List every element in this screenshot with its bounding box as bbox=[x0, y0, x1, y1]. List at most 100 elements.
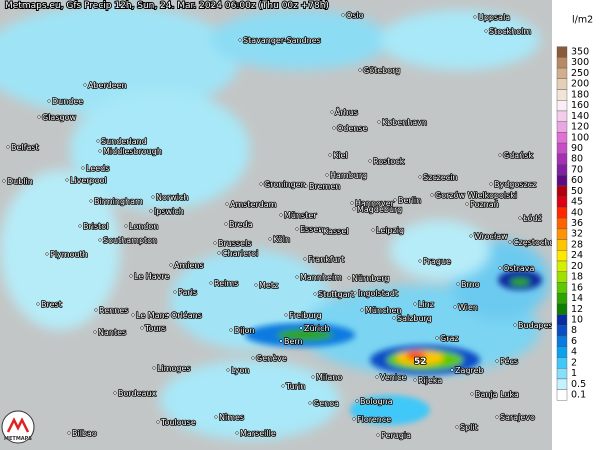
legend-swatch bbox=[556, 303, 568, 315]
city-dot bbox=[152, 366, 156, 370]
city-dot bbox=[453, 305, 457, 309]
city-dot bbox=[279, 339, 283, 343]
city-dot bbox=[98, 238, 102, 242]
city-label: Banja Luka bbox=[475, 390, 519, 399]
city-label: Rostock bbox=[373, 157, 405, 166]
city-dot bbox=[235, 431, 239, 435]
legend-swatch bbox=[556, 132, 568, 144]
city-dot bbox=[484, 29, 488, 33]
city-label: Köln bbox=[273, 235, 290, 244]
city-label: Le Mans bbox=[136, 311, 169, 320]
city-label: København bbox=[382, 118, 427, 127]
city-dot bbox=[6, 145, 10, 149]
city-dot bbox=[418, 259, 422, 263]
city-label: Bern bbox=[284, 337, 303, 346]
legend-swatch bbox=[556, 110, 568, 122]
city-label: Bologna bbox=[360, 397, 393, 406]
city-dot bbox=[279, 213, 283, 217]
city-dot bbox=[371, 228, 375, 232]
city-dot bbox=[330, 110, 334, 114]
legend-label: 70 bbox=[571, 164, 583, 175]
city-label: Florence bbox=[357, 415, 391, 424]
city-label: Gdańsk bbox=[503, 151, 533, 160]
city-label: Odense bbox=[337, 124, 368, 133]
city-label: Zürich bbox=[304, 324, 330, 333]
legend-label: 16 bbox=[571, 282, 583, 293]
city-label: Essen bbox=[300, 225, 323, 234]
city-dot bbox=[47, 99, 51, 103]
city-label: Gorzów Wielkopolski bbox=[435, 190, 517, 200]
logo: METMAPS bbox=[1, 410, 35, 444]
city-label: Marseille bbox=[240, 429, 276, 438]
legend-swatch bbox=[556, 67, 568, 79]
legend-swatch bbox=[556, 239, 568, 251]
legend-swatch bbox=[556, 250, 568, 262]
city-dot bbox=[217, 251, 221, 255]
legend-swatch bbox=[556, 378, 568, 390]
city-label: Poznań bbox=[470, 200, 499, 209]
city-dot bbox=[213, 241, 217, 245]
city-label: Stuttgart bbox=[318, 290, 354, 299]
city-dot bbox=[470, 392, 474, 396]
city-label: Toulouse bbox=[160, 418, 196, 427]
city-dot bbox=[430, 193, 434, 197]
city-dot bbox=[37, 115, 41, 119]
legend-swatch bbox=[556, 121, 568, 133]
logo-text: METMAPS bbox=[4, 436, 32, 442]
city-label: Milano bbox=[316, 373, 342, 382]
city-dot bbox=[413, 302, 417, 306]
city-label: Graz bbox=[440, 334, 459, 343]
city-dot bbox=[299, 326, 303, 330]
city-dot bbox=[295, 227, 299, 231]
city-label: Nîmes bbox=[219, 413, 244, 422]
legend: 3503002502001801601401201009080706050454… bbox=[556, 46, 589, 401]
city-dot bbox=[495, 415, 499, 419]
legend-swatch bbox=[556, 217, 568, 230]
city-label: Norwich bbox=[156, 193, 188, 202]
city-label: Liverpool bbox=[70, 176, 107, 185]
city-label: Pécs bbox=[500, 356, 518, 366]
city-label: Venice bbox=[380, 373, 406, 382]
legend-label: 120 bbox=[571, 122, 589, 133]
city-label: Orléans bbox=[171, 310, 202, 320]
legend-label: 1 bbox=[571, 368, 577, 379]
city-label: Berlin bbox=[398, 196, 421, 205]
city-dot bbox=[131, 313, 135, 317]
city-label: Częstochowa bbox=[513, 238, 566, 247]
legend-label: 250 bbox=[571, 68, 589, 79]
legend-label: 350 bbox=[571, 47, 589, 58]
city-label: Freiburg bbox=[289, 311, 322, 320]
city-label: Brussels bbox=[218, 239, 252, 248]
city-label: Leipzig bbox=[376, 226, 404, 235]
city-dot bbox=[313, 292, 317, 296]
city-dot bbox=[392, 316, 396, 320]
city-dot bbox=[259, 182, 263, 186]
city-label: Groningen bbox=[264, 180, 306, 189]
legend-unit: l/m2 bbox=[572, 15, 593, 26]
legend-label: 12 bbox=[571, 304, 583, 315]
city-label: London bbox=[129, 222, 158, 231]
city-dot bbox=[352, 207, 356, 211]
legend-swatch bbox=[556, 89, 568, 101]
city-dot bbox=[325, 173, 329, 177]
legend-label: 20 bbox=[571, 261, 583, 272]
legend-swatch bbox=[556, 292, 568, 305]
city-label: Bristol bbox=[83, 222, 108, 231]
city-dot bbox=[156, 420, 160, 424]
city-dot bbox=[368, 159, 372, 163]
city-dot bbox=[295, 275, 299, 279]
city-dot bbox=[45, 252, 49, 256]
city-label: Stockholm bbox=[489, 27, 531, 36]
city-dot bbox=[303, 257, 307, 261]
city-label: Budapest bbox=[518, 321, 556, 330]
city-dot bbox=[169, 263, 173, 267]
city-label: Rijeka bbox=[418, 376, 442, 385]
city-dot bbox=[455, 425, 459, 429]
city-label: Mannheim bbox=[300, 273, 342, 282]
legend-swatch bbox=[556, 228, 568, 240]
map-title: Metmaps.eu, Gfs Precip 12h, Sun, 24. Mar… bbox=[5, 1, 329, 11]
city-label: Limoges bbox=[157, 364, 191, 373]
legend-label: 10 bbox=[571, 314, 583, 325]
